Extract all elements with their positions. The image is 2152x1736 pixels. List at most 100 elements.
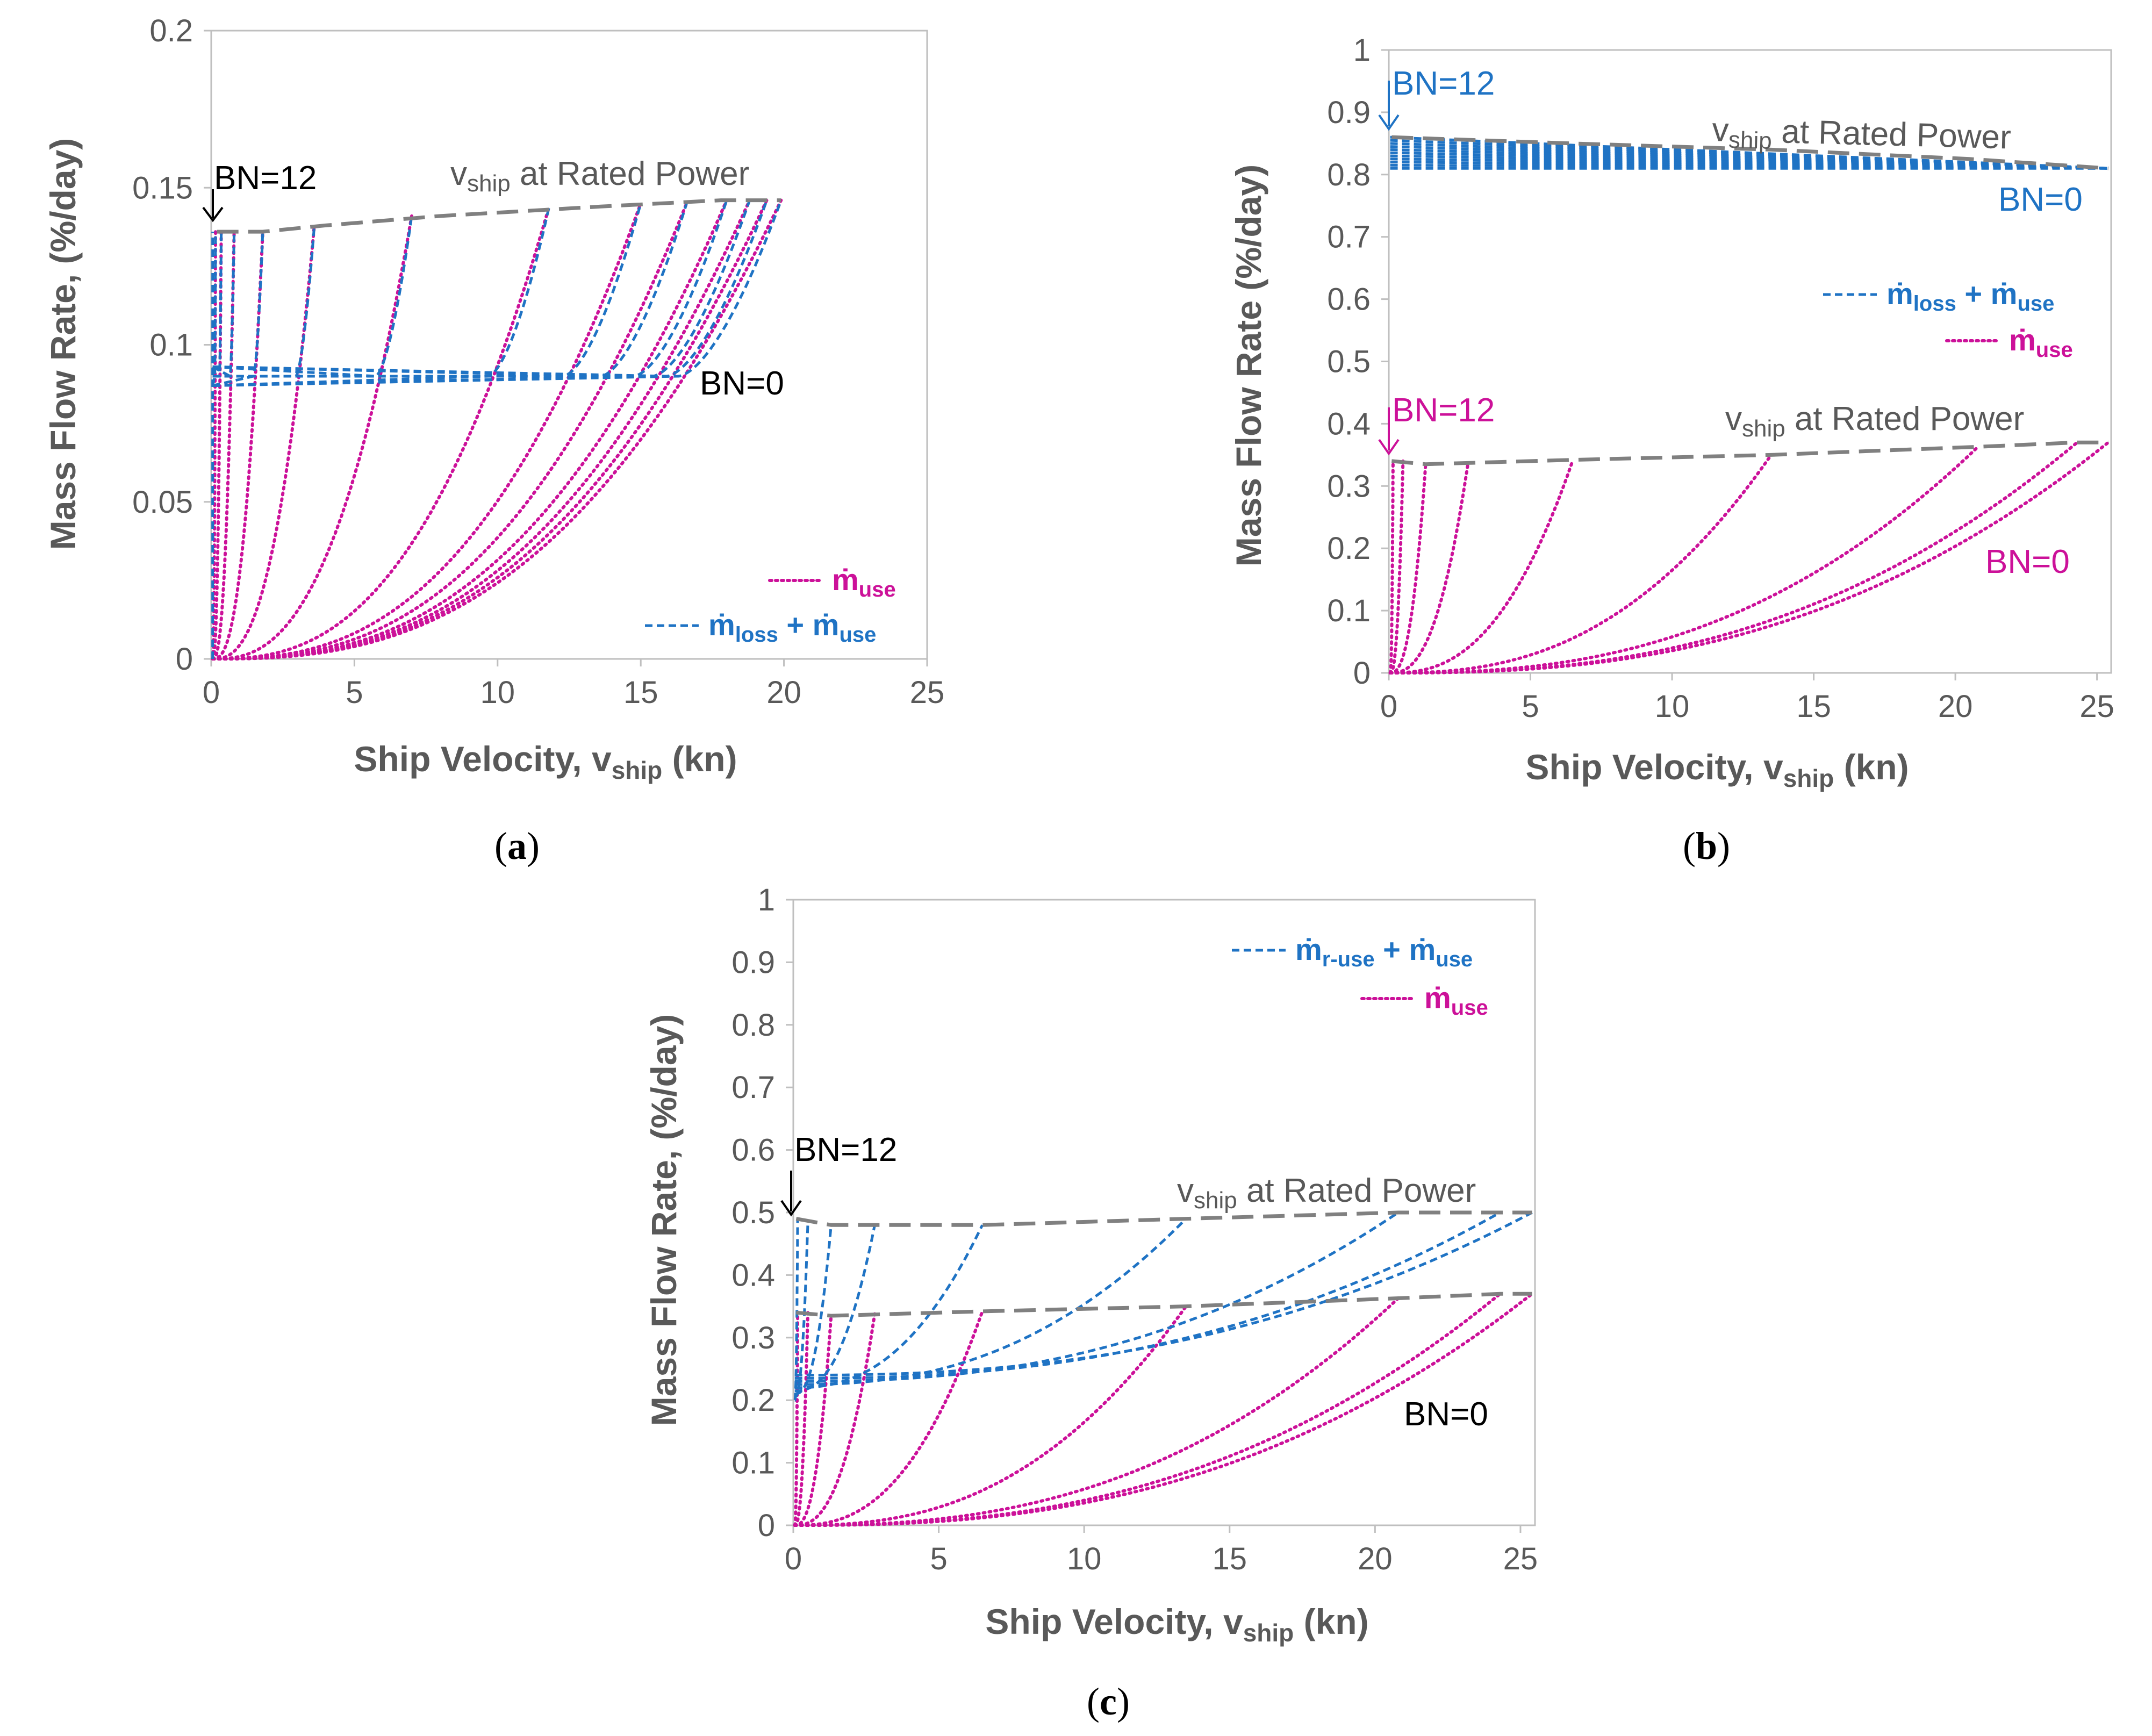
y-tick-label: 0.8 — [1327, 157, 1371, 192]
y-tick-label: 0.5 — [1327, 345, 1371, 379]
loss-curve — [212, 216, 413, 378]
axes-b: 0 5 10 15 20 25 0 0.1 0.2 0.3 0.4 0.5 0.6 0.7 0.8 0.9 1 — [1327, 33, 2114, 724]
bn12-arrow-c — [780, 1171, 802, 1217]
bn0-label-c: BN=0 — [1404, 1396, 1488, 1433]
legend-a: ṁuse ṁloss + ṁuse — [645, 563, 896, 647]
x-tick-label: 0 — [1380, 689, 1397, 724]
y-tick-label: 0.2 — [1327, 531, 1371, 566]
legend-item-loss-a: ṁloss + ṁuse — [645, 608, 876, 647]
y-tick-label: 0.1 — [149, 328, 193, 363]
ruse-curve — [793, 1218, 799, 1402]
x-tick-label: 20 — [766, 675, 801, 710]
use-curve — [793, 1292, 1534, 1527]
use-curve — [1388, 453, 1773, 675]
use-curve — [793, 1312, 877, 1527]
use-curve — [793, 1311, 800, 1527]
y-tick-label: 0.1 — [731, 1446, 775, 1481]
series-c — [793, 1210, 1534, 1527]
x-tick-label: 15 — [1796, 689, 1831, 724]
svg-text:ṁr-use + ṁuse: ṁr-use + ṁuse — [1295, 932, 1473, 971]
y-tick-label: 0.8 — [731, 1008, 775, 1043]
svg-text:ṁloss + ṁuse: ṁloss + ṁuse — [708, 608, 876, 647]
x-tick-label: 25 — [2079, 689, 2114, 724]
use-curve — [1388, 441, 2110, 675]
x-tick-label: 25 — [910, 675, 945, 710]
y-tick-label: 0.9 — [1327, 95, 1371, 130]
bn12-label-a: BN=12 — [214, 160, 317, 197]
use-curve — [211, 230, 236, 661]
y-tick-label: 1 — [1353, 33, 1371, 68]
x-tick-label: 20 — [1358, 1541, 1393, 1576]
ruse-curve — [794, 1224, 984, 1389]
y-tick-label: 0.4 — [731, 1258, 775, 1293]
y-tick-label: 0 — [176, 642, 193, 677]
svg-text:ṁuse: ṁuse — [1424, 981, 1488, 1020]
y-tick-label: 0.15 — [132, 170, 193, 205]
bn0-label-b-lower: BN=0 — [1985, 543, 2070, 580]
x-tick-label: 15 — [623, 675, 658, 710]
use-curve — [1388, 459, 1405, 675]
y-tick-label: 0.1 — [1327, 593, 1371, 628]
legend-item-ruse-c: ṁr-use + ṁuse — [1232, 932, 1473, 971]
chart-panel-c: 0 5 10 15 20 2500.10.20.30.40.50.60.70.80.91 … — [644, 883, 1538, 1723]
x-tick-label: 0 — [203, 675, 220, 710]
loss-curve — [212, 203, 688, 378]
legend-b: ṁloss + ṁuse ṁuse — [1823, 277, 2073, 362]
chart-panel-a: 0 5 10 15 20 25 0 0.05 0.1 0.15 0.2 Ship Velocity,… — [43, 13, 944, 867]
loss-curve — [212, 199, 728, 387]
y-tick-label: 0.3 — [731, 1321, 775, 1355]
axes-a: 0 5 10 15 20 25 0 0.05 0.1 0.15 0.2 — [132, 13, 944, 710]
rated-power-label-b-upper: vship at Rated Power — [1711, 111, 2011, 161]
use-curve — [1388, 441, 2079, 675]
rated-power-label-c: vship at Rated Power — [1177, 1172, 1476, 1214]
x-tick-label: 0 — [785, 1541, 802, 1576]
ruse-curve — [794, 1211, 1399, 1383]
panel-label-c: (c) — [1087, 1680, 1130, 1723]
bn12-label-b-lower: BN=12 — [1392, 392, 1495, 429]
legend-item-use-c: ṁuse — [1360, 981, 1488, 1020]
y-tick-label: 0 — [1353, 656, 1371, 691]
svg-text:ṁloss + ṁuse: ṁloss + ṁuse — [1886, 277, 2054, 315]
loss-curve — [212, 206, 551, 387]
loss-curve — [212, 203, 642, 378]
rated-power-line — [795, 1210, 1532, 1227]
use-curve — [211, 230, 264, 661]
bn12-arrow-b-upper — [1378, 81, 1400, 131]
bn12-label-b-upper: BN=12 — [1392, 65, 1495, 102]
x-tick-label: 20 — [1938, 689, 1973, 724]
x-axis-label-b: Ship Velocity, vship (kn) — [1525, 747, 1909, 792]
use-curve — [211, 205, 551, 661]
y-tick-label: 0.4 — [1327, 406, 1371, 441]
loss-curve — [212, 199, 751, 378]
use-curve — [1388, 445, 1980, 675]
y-tick-label: 0 — [758, 1508, 775, 1543]
use-curve — [211, 230, 217, 661]
rated-power-line — [217, 198, 781, 234]
loss-curve — [1390, 139, 2108, 170]
x-tick-label: 25 — [1503, 1541, 1538, 1576]
y-axis-label-c: Mass Flow Rate, (%/day) — [644, 1014, 684, 1426]
y-tick-label: 1 — [758, 883, 775, 917]
x-tick-label: 5 — [930, 1541, 947, 1576]
y-tick-label: 0.3 — [1327, 469, 1371, 504]
rated-power-label-b-lower: vship at Rated Power — [1725, 400, 2024, 442]
legend-item-loss-b: ṁloss + ṁuse — [1823, 277, 2054, 315]
legend-item-use-a: ṁuse — [768, 563, 896, 601]
bn12-label-c: BN=12 — [794, 1131, 897, 1168]
use-curve — [1388, 458, 1575, 675]
ruse-curve — [794, 1217, 1187, 1386]
y-tick-label: 0.7 — [731, 1070, 775, 1105]
y-tick-label: 0.2 — [149, 13, 193, 48]
use-curve — [793, 1309, 984, 1527]
x-tick-label: 10 — [480, 675, 515, 710]
y-tick-label: 0.2 — [731, 1383, 775, 1418]
y-tick-label: 0.5 — [731, 1195, 775, 1230]
x-tick-label: 5 — [1522, 689, 1539, 724]
rated-power-label-a: vship at Rated Power — [450, 155, 749, 197]
use-curve — [793, 1292, 1502, 1527]
use-curve — [1388, 461, 1470, 675]
panel-label-a: (a) — [494, 824, 540, 867]
bn0-label-b-upper: BN=0 — [1998, 181, 2083, 218]
chart-panel-b: 0 5 10 15 20 2500.10.20.30.40.50.60.70.80.91 … — [1229, 33, 2114, 867]
